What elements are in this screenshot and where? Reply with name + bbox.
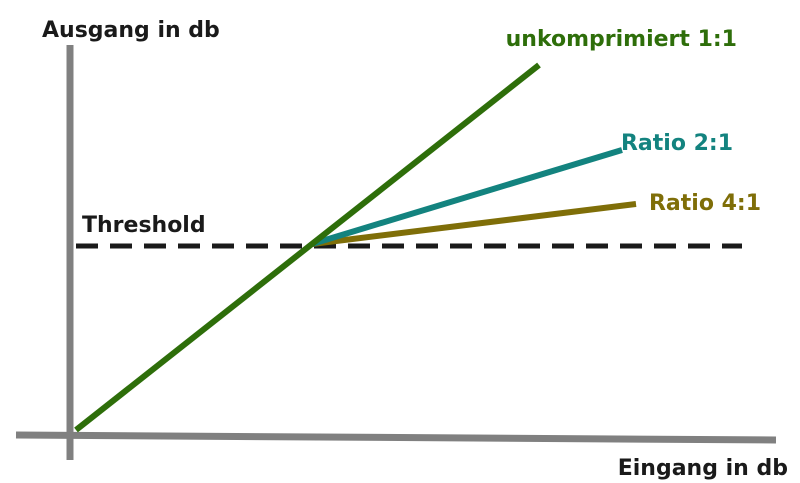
ratio-4-1-label: Ratio 4:1 [649,191,761,216]
unkomprimiert-line [74,62,541,433]
unkomprimiert-label: unkomprimiert 1:1 [506,27,737,52]
ratio-2-1-line [311,147,623,247]
ratio-4-1-line [311,201,637,247]
y-axis-label: Ausgang in db [42,18,220,43]
x-axis-label: Eingang in db [618,456,788,481]
ratio-2-1-label: Ratio 2:1 [621,131,733,156]
threshold-label: Threshold [82,213,206,238]
x-axis-line [15,431,777,444]
